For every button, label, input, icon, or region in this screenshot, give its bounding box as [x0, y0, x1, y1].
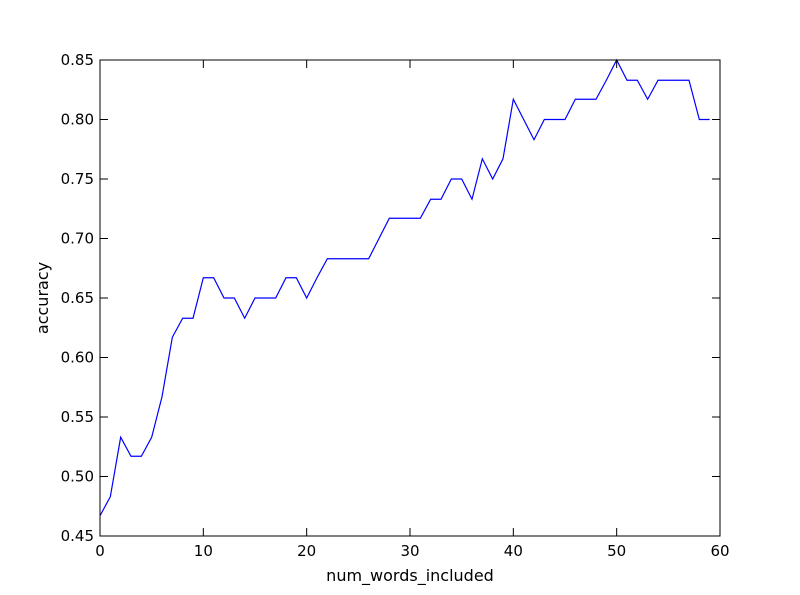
x-tick-label: 20	[297, 542, 316, 560]
x-tick-label: 10	[194, 542, 213, 560]
x-tick-label: 0	[95, 542, 105, 560]
plot-frame	[99, 59, 721, 537]
y-tick-label: 0.65	[61, 289, 94, 307]
series-line	[99, 58, 710, 517]
y-tick-label: 0.45	[61, 527, 94, 545]
y-tick-label: 0.50	[61, 468, 94, 486]
y-axis-label: accuracy	[33, 262, 52, 334]
y-tick-label: 0.55	[61, 408, 94, 426]
x-tick-label: 30	[400, 542, 419, 560]
axis-ticks: 0 10 20 30 40 50 60 0.45 0.50 0.55 0.60 0.65 0.70 0.7…	[61, 51, 730, 560]
plot-marks	[99, 58, 710, 517]
x-axis-label: num_words_included	[326, 566, 494, 586]
y-tick-label: 0.75	[61, 170, 94, 188]
y-tick-label: 0.85	[61, 51, 94, 69]
y-tick-label: 0.60	[61, 349, 94, 367]
x-tick-label: 50	[607, 542, 626, 560]
y-tick-label: 0.80	[61, 111, 94, 129]
x-tick-label: 60	[710, 542, 729, 560]
y-tick-label: 0.70	[61, 230, 94, 248]
x-tick-label: 40	[504, 542, 523, 560]
